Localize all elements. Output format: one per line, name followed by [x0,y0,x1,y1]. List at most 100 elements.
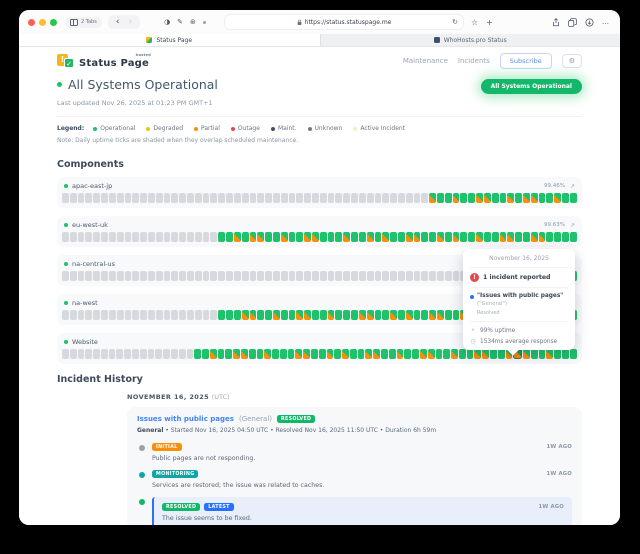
uptime-tick[interactable] [351,193,358,203]
address-bar[interactable]: https://status.statuspage.me ↻ [224,14,464,30]
uptime-tick[interactable] [523,349,530,359]
uptime-tick[interactable] [312,310,319,320]
uptime-tick[interactable] [116,193,124,203]
uptime-tick[interactable] [460,193,468,203]
uptime-tick[interactable] [233,232,241,242]
uptime-tick[interactable] [381,349,388,359]
uptime-tick[interactable] [194,232,202,242]
uptime-tick[interactable] [272,310,280,320]
uptime-tick[interactable] [170,349,178,359]
uptime-tick[interactable] [69,271,77,281]
uptime-tick[interactable] [171,271,179,281]
uptime-tick[interactable] [374,310,382,320]
uptime-tick[interactable] [569,232,577,242]
uptime-tick[interactable] [421,193,429,203]
uptime-tick[interactable] [444,232,452,242]
site-logo[interactable]: ! ✓ Status Page hosted [57,53,151,69]
uptime-tick[interactable] [85,271,93,281]
nav-maintenance-link[interactable]: Maintenance [402,57,448,65]
uptime-tick[interactable] [429,271,436,281]
uptime-tick[interactable] [358,232,366,242]
uptime-tick[interactable] [349,349,357,359]
uptime-tick[interactable] [116,310,124,320]
uptime-tick[interactable] [93,271,101,281]
uptime-tick[interactable] [327,193,335,203]
uptime-tick[interactable] [373,349,381,359]
uptime-tick[interactable] [497,349,505,359]
uptime-tick[interactable] [147,349,155,359]
uptime-tick[interactable] [265,271,272,281]
uptime-tick[interactable] [139,349,147,359]
uptime-tick[interactable] [483,193,491,203]
uptime-tick[interactable] [390,310,397,320]
uptime-tick[interactable] [77,271,85,281]
uptime-tick[interactable] [272,271,280,281]
uptime-tick[interactable] [249,193,257,203]
uptime-tick[interactable] [62,310,69,320]
uptime-tick[interactable] [546,349,554,359]
uptime-tick[interactable] [209,349,217,359]
uptime-tick[interactable] [382,271,390,281]
uptime-tick[interactable] [311,349,318,359]
uptime-tick[interactable] [468,232,476,242]
uptime-tick[interactable] [163,271,171,281]
uptime-tick[interactable] [108,271,116,281]
uptime-tick[interactable] [116,349,124,359]
uptime-tick[interactable] [233,271,241,281]
uptime-tick[interactable] [429,232,436,242]
uptime-tick[interactable] [249,310,257,320]
uptime-tick[interactable] [140,271,147,281]
uptime-tick[interactable] [413,193,421,203]
uptime-tick[interactable] [326,349,334,359]
uptime-tick[interactable] [413,271,421,281]
uptime-tick[interactable] [163,193,171,203]
uptime-tick[interactable] [419,349,427,359]
uptime-tick[interactable] [249,271,257,281]
uptime-tick[interactable] [241,232,249,242]
uptime-tick[interactable] [397,232,405,242]
uptime-tick[interactable] [241,193,249,203]
uptime-tick[interactable] [327,310,335,320]
uptime-tick[interactable] [132,193,140,203]
uptime-tick[interactable] [218,310,226,320]
uptime-tick[interactable] [179,232,186,242]
uptime-tick[interactable] [147,310,155,320]
uptime-tick[interactable] [77,232,85,242]
uptime-tick[interactable] [351,232,358,242]
uptime-tick[interactable] [319,310,327,320]
uptime-tick[interactable] [460,232,468,242]
uptime-tick[interactable] [413,232,421,242]
uptime-tick[interactable] [249,232,257,242]
uptime-tick[interactable] [412,349,419,359]
uptime-tick[interactable] [108,232,116,242]
uptime-tick[interactable] [155,310,163,320]
uptime-tick[interactable] [257,232,265,242]
uptime-tick[interactable] [178,349,186,359]
uptime-tick[interactable] [69,232,77,242]
uptime-tick[interactable] [351,310,358,320]
reload-icon[interactable]: ↻ [452,18,458,26]
uptime-tick[interactable] [69,349,77,359]
uptime-tick[interactable] [429,310,436,320]
uptime-tick[interactable] [186,349,194,359]
uptime-tick[interactable] [241,310,249,320]
uptime-tick[interactable] [312,271,319,281]
uptime-tick[interactable] [397,193,405,203]
uptime-tick[interactable] [295,349,303,359]
uptime-tick[interactable] [374,193,382,203]
uptime-tick[interactable] [451,349,458,359]
uptime-tick[interactable] [108,349,116,359]
uptime-tick[interactable] [256,349,264,359]
uptime-tick[interactable] [179,310,186,320]
uptime-tick[interactable] [140,193,147,203]
uptime-tick[interactable] [382,232,390,242]
uptime-tick[interactable] [124,271,132,281]
uptime-tick[interactable] [546,193,554,203]
uptime-tick[interactable] [429,193,436,203]
uptime-tick[interactable] [210,232,218,242]
uptime-tick[interactable] [342,349,349,359]
uptime-tick[interactable] [515,232,522,242]
uptime-tick[interactable] [319,232,327,242]
uptime-tick[interactable] [194,310,202,320]
uptime-tick[interactable] [226,193,233,203]
